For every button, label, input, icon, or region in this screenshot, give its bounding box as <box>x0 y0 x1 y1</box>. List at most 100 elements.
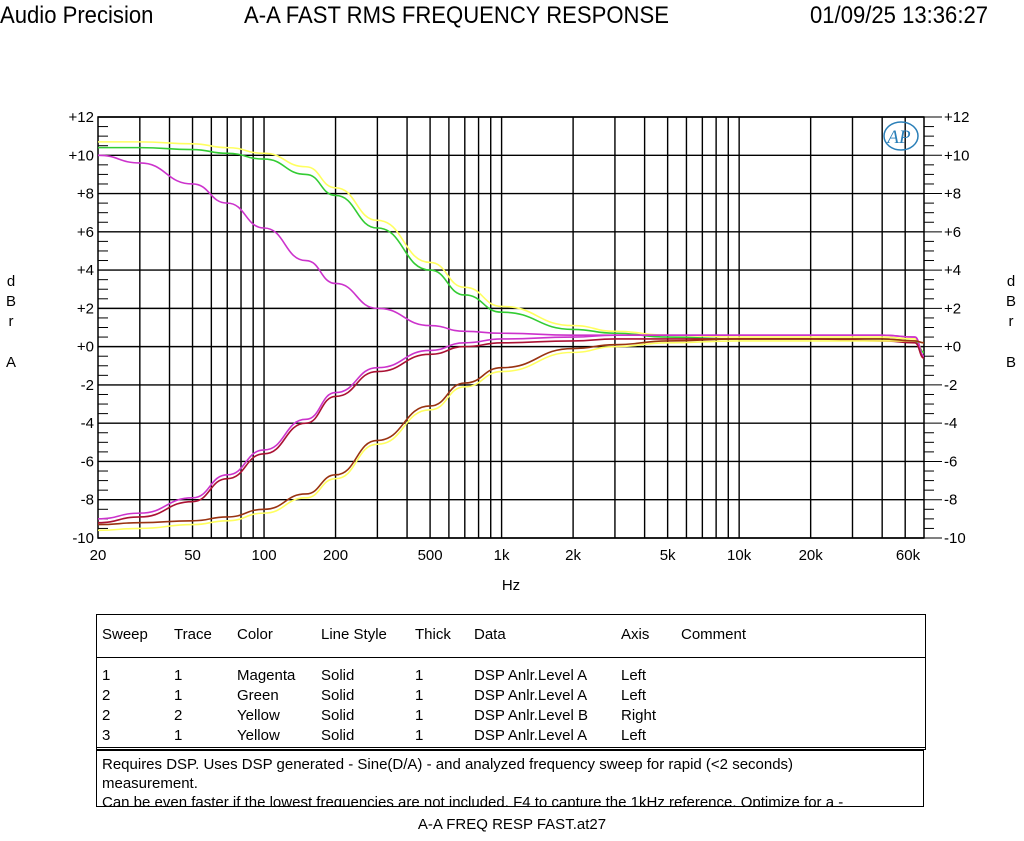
y-tick-label-left: -10 <box>72 530 94 547</box>
legend-row[interactable]: 2 1 Green Solid 1 DSP Anlr.Level A Left <box>97 687 925 707</box>
axis-unit-char: B <box>1005 293 1016 310</box>
x-tick-label: 200 <box>323 547 348 564</box>
data-series-line <box>97 340 925 532</box>
axis-unit-char: A <box>5 354 16 371</box>
x-tick-label: 5k <box>660 547 676 564</box>
data-series-line <box>97 338 925 526</box>
legend-cell: Solid <box>321 727 355 744</box>
legend-cell: 1 <box>174 667 183 684</box>
note-line: measurement. <box>102 775 198 792</box>
ap-logo-ring <box>883 121 919 151</box>
y-tick-label-right: +0 <box>944 339 961 356</box>
legend-row[interactable]: 3 1 Yellow Solid 1 DSP Anlr.Level A Left <box>97 727 925 748</box>
axis-unit-char: d <box>6 273 16 290</box>
y-tick-label-left: +2 <box>77 300 94 317</box>
legend-cell: 2 <box>102 707 111 724</box>
legend-cell: DSP Anlr.Level B <box>474 707 588 724</box>
axis-unit-char: B <box>1005 354 1016 371</box>
legend-column-header: Sweep <box>102 626 148 643</box>
legend-cell: Left <box>621 667 647 684</box>
x-tick-label: 1k <box>494 547 510 564</box>
legend-cell: 2 <box>174 707 183 724</box>
x-tick-label: 100 <box>252 547 277 564</box>
legend-cell: Solid <box>321 707 355 724</box>
legend-cell: 1 <box>174 687 183 704</box>
legend-column-header: Thick <box>415 626 451 643</box>
legend-cell: 1 <box>415 727 424 744</box>
legend-row[interactable]: 1 1 Magenta Solid 1 DSP Anlr.Level A Left <box>97 667 925 687</box>
y-tick-label-right: -6 <box>944 453 957 470</box>
axis-unit-char: d <box>1006 273 1016 290</box>
y-tick-label-left: -8 <box>81 492 94 509</box>
data-series-line <box>97 154 925 358</box>
legend-row[interactable]: 2 2 Yellow Solid 1 DSP Anlr.Level B Right <box>97 707 925 727</box>
y-tick-label-right: -2 <box>944 377 957 394</box>
y-tick-label-left: -6 <box>81 453 94 470</box>
legend-cell: DSP Anlr.Level A <box>474 687 588 704</box>
legend-cell: Right <box>621 707 657 724</box>
legend-cell: Yellow <box>237 727 280 744</box>
legend-cell: 1 <box>415 687 424 704</box>
y-tick-label-left: +12 <box>69 109 94 126</box>
y-tick-label-left: +6 <box>77 224 94 241</box>
x-tick-label: 2k <box>565 547 581 564</box>
frequency-response-chart: +12 +12 +10 +10 +8 +8 +6 +6 +4 +4 +2 +2 +0 +0 -2 -2 -4 -4… <box>69 109 970 594</box>
y-tick-label-left: +8 <box>77 186 94 203</box>
legend-cell: 1 <box>174 727 183 744</box>
legend-cell: Solid <box>321 687 355 704</box>
ap-logo-text: AP <box>885 127 911 148</box>
data-series-line <box>98 141 925 354</box>
brand-name: Audio Precision <box>0 2 154 29</box>
y-tick-label-right: +4 <box>944 262 961 279</box>
legend-cell: 1 <box>415 707 424 724</box>
legend-column-header: Comment <box>681 626 747 643</box>
legend-cell: Left <box>621 687 647 704</box>
trace-legend-table: Sweep Trace Color Line Style Thick Data Axis Co… <box>96 614 926 750</box>
legend-cell: 3 <box>102 727 111 744</box>
legend-cell: Solid <box>321 667 355 684</box>
file-name: A-A FREQ RESP FAST.at27 <box>417 816 607 833</box>
legend-cell: DSP Anlr.Level A <box>474 727 588 744</box>
y-tick-label-left: +10 <box>69 147 94 164</box>
legend-header-row: Sweep Trace Color Line Style Thick Data Axis Co… <box>97 615 925 658</box>
y-tick-label-right: +12 <box>944 109 969 126</box>
legend-cell: Yellow <box>237 707 280 724</box>
legend-column-header: Data <box>474 626 506 643</box>
legend-cell: 1 <box>102 667 111 684</box>
legend-cell: Green <box>237 687 279 704</box>
chart-title: A-A FAST RMS FREQUENCY RESPONSE <box>244 2 669 29</box>
y-tick-label-right: +10 <box>944 147 969 164</box>
legend-cell: 1 <box>415 667 424 684</box>
legend-cell: 2 <box>102 687 111 704</box>
note-line: Can be even faster if the lowest frequen… <box>102 794 844 807</box>
legend-cell: Magenta <box>237 667 296 684</box>
x-tick-label: 10k <box>727 547 752 564</box>
legend-cell: Left <box>621 727 647 744</box>
plot-frame <box>97 116 925 539</box>
legend-cell: DSP Anlr.Level A <box>474 667 588 684</box>
y-tick-label-left: -4 <box>81 415 94 432</box>
notes-panel[interactable]: Requires DSP. Uses DSP generated - Sine(… <box>96 750 924 807</box>
data-series-line <box>97 334 925 520</box>
x-tick-label: 50 <box>184 547 201 564</box>
axis-unit-char: B <box>5 293 16 310</box>
y-tick-label-right: +6 <box>944 224 961 241</box>
x-tick-label: 20 <box>90 547 107 564</box>
x-tick-label: 500 <box>418 547 443 564</box>
ap-logo: AP <box>883 121 919 151</box>
legend-column-header: Color <box>237 626 273 643</box>
axis-unit-char: r <box>1008 313 1014 330</box>
y-tick-label-left: -2 <box>81 377 94 394</box>
y-tick-label-left: +4 <box>77 262 94 279</box>
legend-column-header: Line Style <box>321 626 387 643</box>
y-tick-label-right: +2 <box>944 300 961 317</box>
datetime: 01/09/25 13:36:27 <box>810 2 989 29</box>
y-tick-label-right: -4 <box>944 415 957 432</box>
note-line: Requires DSP. Uses DSP generated - Sine(… <box>102 756 794 773</box>
legend-column-header: Axis <box>621 626 650 643</box>
x-tick-label: 60k <box>896 547 921 564</box>
data-series-line <box>98 146 925 354</box>
x-tick-label: 20k <box>799 547 824 564</box>
